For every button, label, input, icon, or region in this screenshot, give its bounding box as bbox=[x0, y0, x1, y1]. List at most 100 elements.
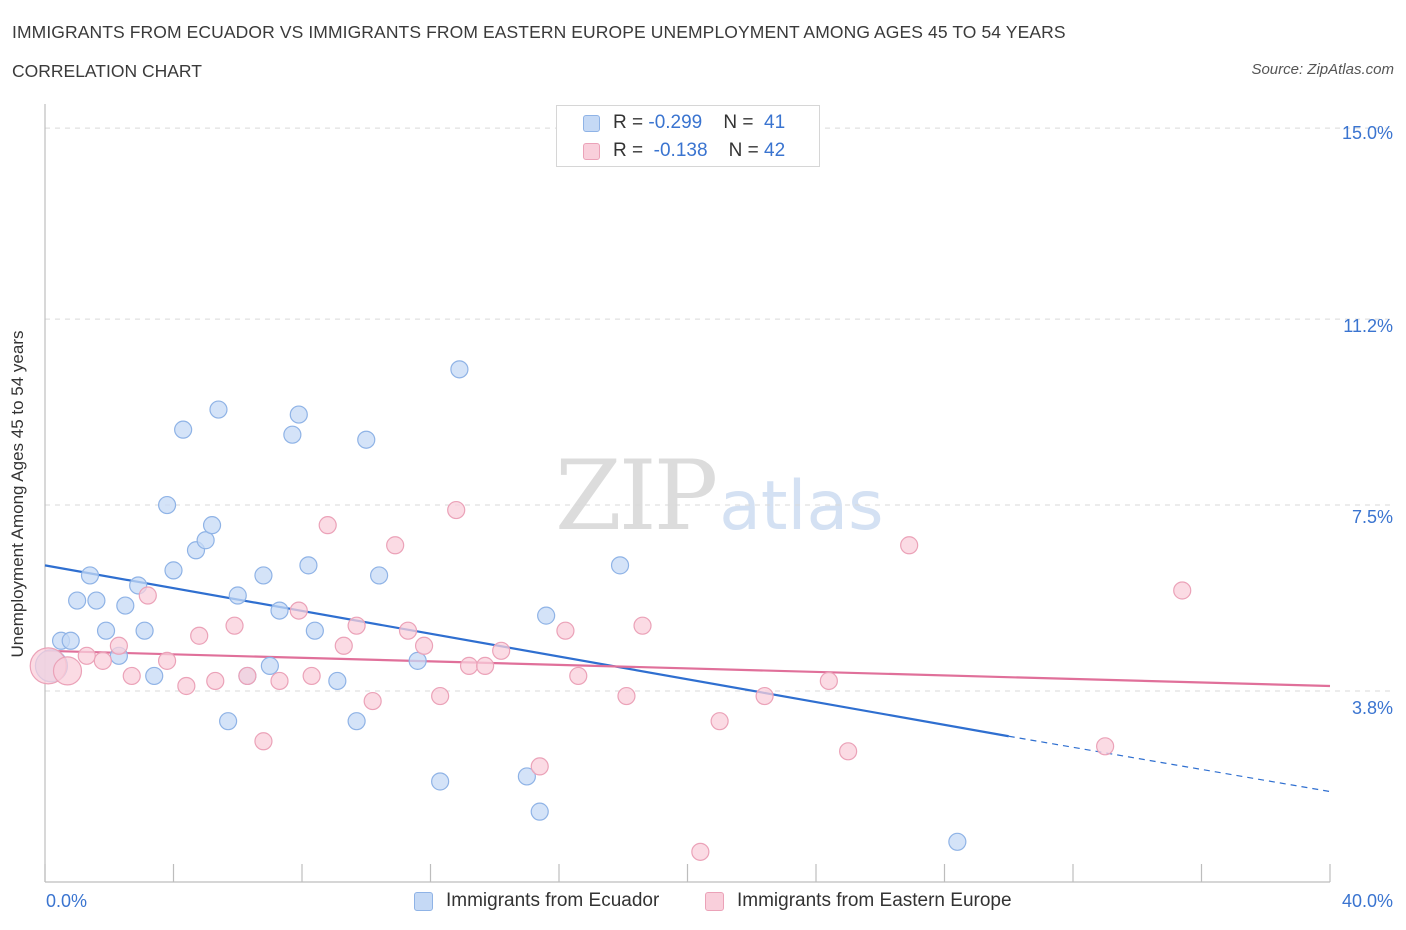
trend-line-eastern-europe bbox=[44, 649, 1331, 688]
legend-r-value: -0.299 bbox=[648, 112, 703, 133]
legend-swatch-ecuador bbox=[583, 115, 600, 132]
data-point-eastern-europe bbox=[414, 636, 434, 655]
data-point-ecuador bbox=[431, 772, 450, 791]
bottom-legend-swatch-ecuador bbox=[414, 892, 433, 911]
data-point-ecuador bbox=[96, 621, 116, 640]
legend-n-label: N = bbox=[728, 140, 765, 161]
data-point-eastern-europe bbox=[386, 536, 405, 555]
data-point-ecuador bbox=[270, 601, 289, 620]
points-layer bbox=[29, 360, 1192, 861]
data-point-eastern-europe bbox=[334, 636, 353, 655]
trend-layer bbox=[44, 564, 1331, 793]
data-point-eastern-europe bbox=[109, 636, 128, 655]
data-point-eastern-europe bbox=[633, 616, 652, 635]
data-point-eastern-europe bbox=[363, 691, 382, 711]
data-point-eastern-europe bbox=[900, 536, 919, 555]
data-point-ecuador bbox=[80, 566, 100, 585]
data-point-ecuador bbox=[254, 566, 273, 585]
bottom-legend-swatch-eastern-europe bbox=[705, 892, 724, 911]
x-tick-label-max: 40.0% bbox=[1341, 891, 1393, 911]
data-point-eastern-europe bbox=[318, 516, 337, 535]
data-point-ecuador bbox=[135, 621, 154, 640]
data-point-ecuador bbox=[202, 516, 222, 535]
data-point-eastern-europe bbox=[691, 842, 710, 861]
data-point-eastern-europe bbox=[530, 757, 549, 776]
data-point-ecuador bbox=[370, 566, 389, 585]
legend-r-label: R = bbox=[613, 140, 649, 161]
data-point-ecuador bbox=[610, 556, 630, 575]
data-point-eastern-europe bbox=[459, 656, 479, 675]
axis-layer bbox=[44, 104, 1331, 883]
data-point-ecuador bbox=[260, 656, 279, 675]
bottom-legend-label: Immigrants from Eastern Europe bbox=[737, 890, 1012, 911]
data-point-eastern-europe bbox=[398, 621, 418, 640]
data-point-ecuador bbox=[948, 832, 967, 851]
legend-swatch-eastern-europe bbox=[583, 143, 600, 160]
data-point-eastern-europe bbox=[77, 646, 96, 665]
data-point-eastern-europe bbox=[138, 586, 157, 605]
data-point-ecuador bbox=[116, 596, 135, 615]
data-point-eastern-europe bbox=[238, 666, 257, 686]
trend-line-ecuador bbox=[44, 564, 1009, 738]
data-point-ecuador bbox=[408, 651, 427, 670]
data-point-ecuador bbox=[209, 400, 228, 419]
legend-r-value: -0.138 bbox=[653, 140, 708, 161]
trend-line-ecuador-extension bbox=[1008, 735, 1331, 793]
data-point-ecuador bbox=[174, 420, 193, 439]
data-point-eastern-europe bbox=[556, 621, 575, 640]
data-point-eastern-europe bbox=[270, 671, 289, 691]
data-point-eastern-europe bbox=[617, 686, 636, 706]
y-axis-label: Unemployment Among Ages 45 to 54 years bbox=[8, 330, 27, 658]
data-point-ecuador bbox=[517, 767, 536, 786]
chart-subtitle: CORRELATION CHART bbox=[12, 61, 202, 81]
y-tick-label: 11.2% bbox=[1343, 316, 1393, 336]
data-point-eastern-europe bbox=[1173, 581, 1192, 600]
data-point-eastern-europe bbox=[206, 671, 225, 691]
data-point-eastern-europe bbox=[492, 641, 511, 660]
data-point-ecuador bbox=[145, 666, 164, 686]
data-point-eastern-europe bbox=[225, 616, 244, 635]
data-point-eastern-europe bbox=[710, 712, 729, 731]
data-point-eastern-europe bbox=[431, 686, 450, 706]
y-tick-label: 3.8% bbox=[1351, 698, 1393, 718]
x-tick-label-min: 0.0% bbox=[46, 891, 88, 911]
data-point-ecuador bbox=[328, 671, 347, 691]
data-point-ecuador bbox=[530, 802, 549, 821]
correlation-legend: R = -0.299 N = 41 R = -0.138 N = 42 bbox=[556, 105, 820, 167]
data-point-ecuador bbox=[537, 606, 556, 625]
data-point-ecuador bbox=[228, 586, 247, 605]
data-point-ecuador bbox=[87, 591, 106, 610]
data-point-eastern-europe bbox=[755, 686, 774, 706]
data-point-eastern-europe bbox=[177, 676, 196, 696]
data-point-eastern-europe bbox=[476, 656, 495, 675]
data-point-ecuador bbox=[61, 631, 80, 650]
data-point-ecuador bbox=[299, 556, 318, 575]
data-point-ecuador bbox=[68, 591, 87, 610]
data-point-eastern-europe bbox=[93, 651, 112, 670]
data-point-eastern-europe bbox=[122, 666, 141, 686]
chart-title: IMMIGRANTS FROM ECUADOR VS IMMIGRANTS FR… bbox=[12, 22, 1066, 42]
data-point-ecuador bbox=[305, 621, 324, 640]
data-point-eastern-europe bbox=[569, 666, 588, 686]
legend-r-label: R = bbox=[613, 112, 649, 133]
data-point-eastern-europe bbox=[1096, 737, 1115, 756]
data-point-eastern-europe bbox=[302, 666, 321, 686]
data-point-ecuador bbox=[283, 425, 302, 444]
data-point-eastern-europe bbox=[289, 601, 308, 620]
data-point-eastern-europe bbox=[819, 671, 838, 691]
data-point-ecuador bbox=[289, 405, 308, 424]
y-tick-label: 15.0% bbox=[1341, 123, 1393, 143]
data-point-eastern-europe bbox=[839, 742, 858, 761]
data-point-ecuador bbox=[357, 430, 376, 449]
data-point-ecuador bbox=[164, 561, 183, 580]
data-point-ecuador bbox=[347, 712, 366, 731]
y-tick-label: 7.5% bbox=[1351, 507, 1393, 527]
bottom-legend-label: Immigrants from Ecuador bbox=[446, 890, 660, 911]
data-point-eastern-europe bbox=[254, 732, 273, 751]
data-point-eastern-europe bbox=[190, 626, 209, 645]
data-point-ecuador bbox=[157, 495, 177, 515]
legend-n-label: N = bbox=[723, 112, 759, 133]
source-credit: Source: ZipAtlas.com bbox=[1251, 61, 1394, 78]
data-point-ecuador bbox=[450, 360, 469, 379]
